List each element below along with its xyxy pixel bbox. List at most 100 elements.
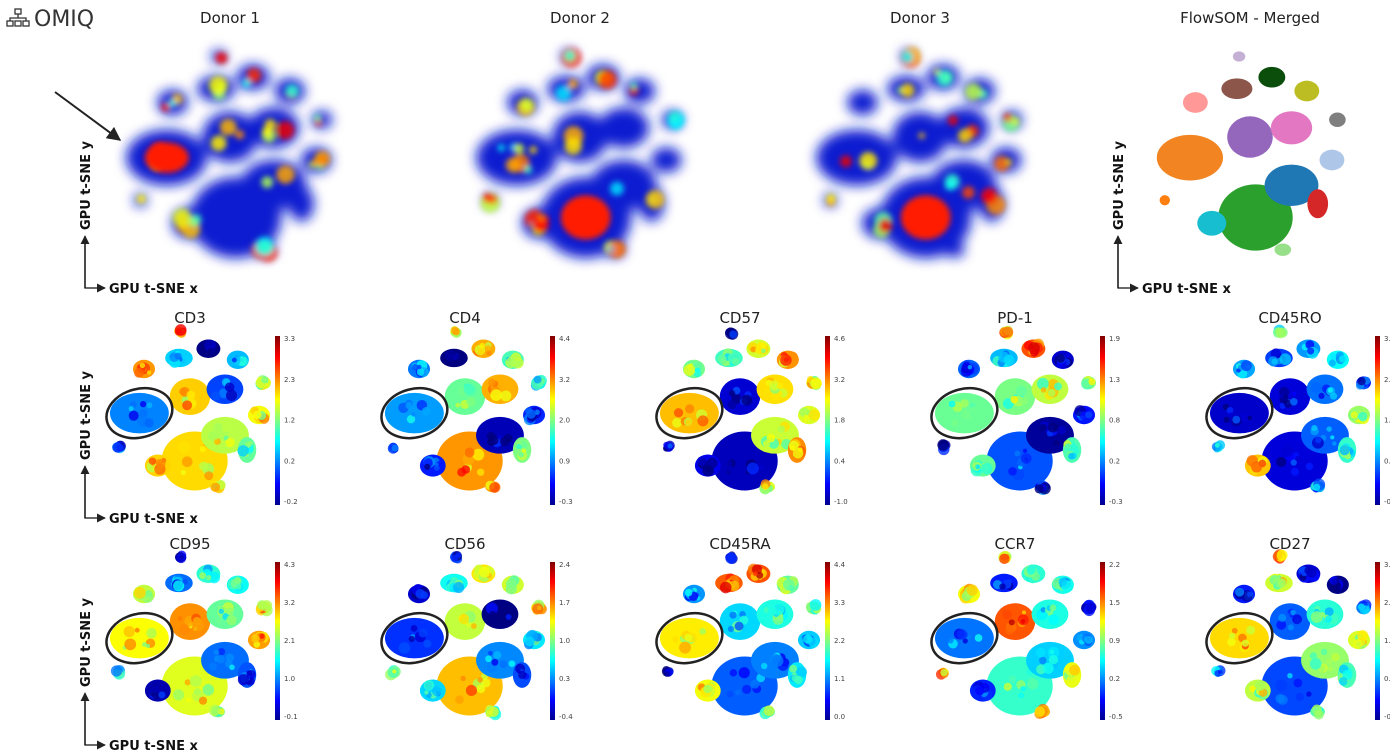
speckle <box>1008 619 1015 626</box>
tsne-plot <box>655 327 822 495</box>
speckle <box>1284 686 1295 698</box>
speckle <box>486 350 492 356</box>
colorbar <box>275 562 280 720</box>
hotspot <box>235 130 245 140</box>
speckle <box>705 466 712 473</box>
speckle <box>156 458 166 469</box>
hotspot <box>167 99 176 108</box>
colorbar <box>1100 562 1105 720</box>
colorbar-tick-label: 3.3 <box>284 335 295 343</box>
tsne-plot <box>1205 549 1372 720</box>
colorbar-tick-label: 2.4 <box>559 561 571 569</box>
speckle <box>1018 692 1025 699</box>
speckle <box>533 375 542 384</box>
speckle <box>158 691 166 699</box>
speckle <box>487 437 496 447</box>
speckle <box>453 581 465 594</box>
speckle <box>1240 360 1252 372</box>
cluster <box>109 617 169 659</box>
speckle <box>1309 652 1318 660</box>
cluster <box>1274 243 1292 256</box>
speckle <box>1026 565 1036 575</box>
cluster <box>1329 112 1346 127</box>
speckle <box>208 662 218 671</box>
speckle <box>189 675 202 688</box>
hotspot <box>529 145 538 154</box>
hotspot <box>962 186 975 199</box>
speckle <box>761 662 768 670</box>
panel-title: CD45RA <box>709 535 771 553</box>
tsne-plot <box>930 325 1096 496</box>
tsne-plot <box>105 550 273 718</box>
speckle <box>1075 634 1083 641</box>
colorbar-tick-label: 2.1 <box>284 637 295 645</box>
speckle <box>1330 392 1338 400</box>
speckle <box>1085 411 1093 419</box>
cluster <box>1156 134 1224 181</box>
speckle <box>1214 442 1220 448</box>
speckle <box>1065 353 1070 358</box>
speckle <box>182 400 193 411</box>
speckle <box>1275 679 1288 692</box>
speckle <box>524 636 535 647</box>
gate <box>380 386 449 440</box>
speckle <box>204 471 214 481</box>
speckle <box>808 637 819 648</box>
speckle <box>463 383 475 395</box>
speckle <box>512 357 524 369</box>
speckle <box>1246 625 1256 635</box>
speckle <box>460 675 466 682</box>
speckle <box>1277 578 1287 588</box>
panel-title: CD4 <box>449 309 481 327</box>
hotspot <box>497 144 505 152</box>
panel-title: CD45RO <box>1258 309 1321 327</box>
tsne-plot <box>1205 324 1371 493</box>
speckle <box>1019 396 1028 405</box>
speckle <box>204 339 216 352</box>
speckle <box>1085 604 1095 613</box>
speckle <box>237 445 249 457</box>
speckle <box>199 445 207 453</box>
cluster <box>1269 603 1311 640</box>
speckle <box>962 638 968 644</box>
cluster <box>994 603 1036 640</box>
speckle <box>1306 691 1312 697</box>
colorbar-tick-label: 2.2 <box>834 637 845 645</box>
axis-arrows <box>84 468 106 523</box>
speckle <box>1295 692 1304 702</box>
hotspot <box>566 50 574 59</box>
gate <box>105 611 174 665</box>
hotspot <box>900 195 951 240</box>
speckle <box>1279 393 1285 399</box>
speckle <box>192 619 204 631</box>
colorbar-tick-label: 0.3 <box>559 675 570 683</box>
speckle <box>1040 387 1047 393</box>
speckle <box>110 665 123 677</box>
speckle <box>766 433 776 443</box>
speckle <box>214 439 219 444</box>
speckle <box>1217 669 1223 675</box>
speckle <box>940 668 948 677</box>
speckle <box>757 464 765 471</box>
speckle <box>1235 587 1245 597</box>
speckle <box>1358 411 1368 422</box>
speckle <box>179 624 191 635</box>
colorbar-tick-label: 1.0 <box>284 675 295 683</box>
speckle <box>478 566 490 578</box>
speckle <box>789 445 796 451</box>
speckle <box>1038 423 1047 432</box>
speckle <box>225 389 238 402</box>
speckle <box>116 444 125 452</box>
speckle <box>810 377 822 390</box>
speckle <box>769 380 780 391</box>
logo-text: OMIQ <box>34 7 94 32</box>
speckle <box>726 690 734 698</box>
speckle <box>424 690 429 695</box>
speckle <box>1324 615 1332 623</box>
speckle <box>1228 632 1236 639</box>
speckle <box>1324 607 1334 617</box>
speckle <box>1290 609 1296 616</box>
cluster <box>1258 66 1286 88</box>
speckle <box>1036 377 1049 390</box>
speckle <box>422 406 431 416</box>
